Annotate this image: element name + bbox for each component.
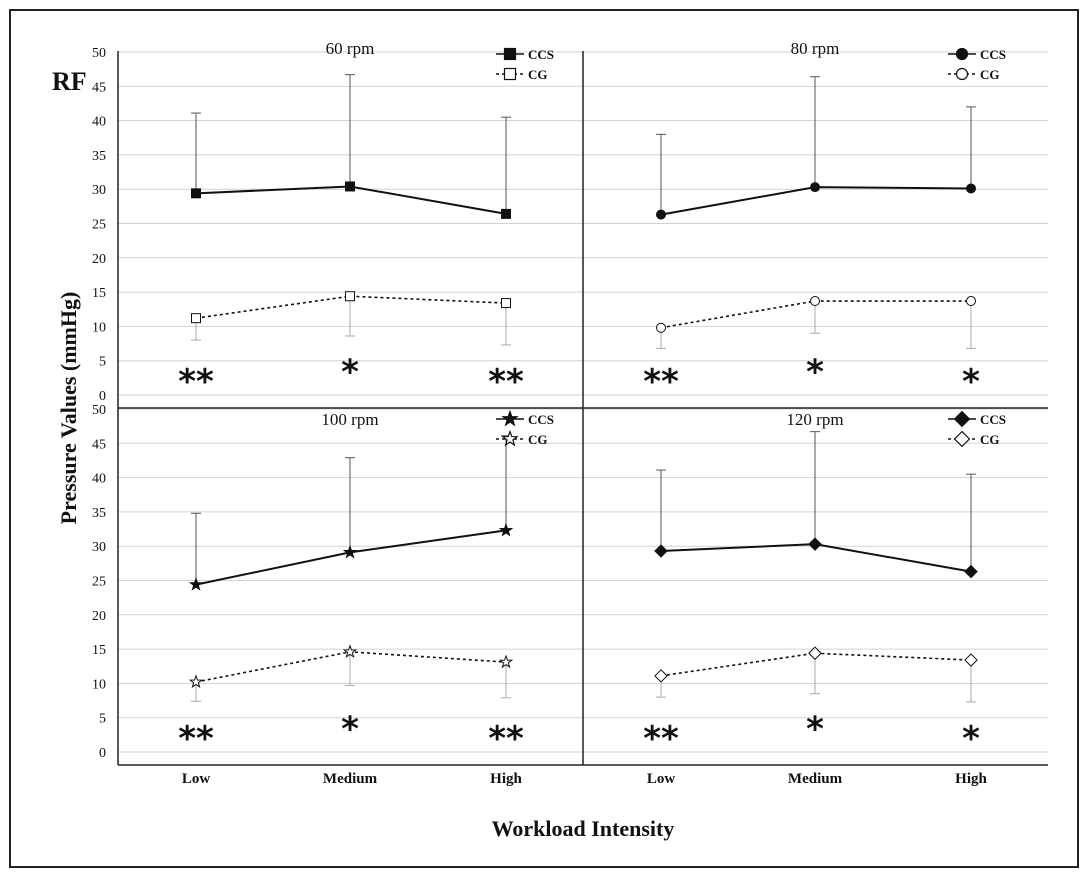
y-tick-label: 50	[92, 403, 106, 418]
data-point-ccs	[501, 208, 511, 219]
x-tick-label: Low	[182, 771, 211, 787]
significance-marker: **	[488, 719, 524, 759]
data-point-cg	[498, 654, 514, 669]
significance-marker: *	[806, 353, 824, 393]
legend-label: CCS	[980, 412, 1006, 427]
data-point-cg	[345, 291, 355, 302]
data-point-cg	[501, 298, 511, 309]
y-tick-label: 45	[92, 80, 106, 95]
data-point-ccs	[656, 209, 666, 220]
y-tick-label: 40	[92, 115, 106, 130]
significance-marker: **	[488, 362, 524, 402]
significance-marker: **	[178, 719, 214, 759]
data-point-ccs	[498, 522, 514, 537]
significance-marker: *	[806, 710, 824, 750]
legend-label: CCS	[528, 47, 554, 62]
data-point-ccs	[966, 183, 976, 194]
x-tick-label: Medium	[323, 771, 378, 787]
y-tick-label: 15	[92, 286, 106, 301]
series-line-cg	[195, 295, 507, 319]
data-point-cg	[964, 653, 978, 667]
y-tick-label: 40	[92, 472, 106, 487]
legend-marker	[501, 409, 519, 427]
y-tick-label: 10	[92, 677, 106, 692]
data-point-ccs	[188, 577, 204, 591]
y-tick-label: 0	[99, 389, 106, 404]
x-tick-label: Low	[647, 771, 676, 787]
data-point-cg	[808, 646, 822, 660]
y-tick-label: 35	[92, 149, 106, 164]
legend-label: CG	[980, 67, 1000, 82]
data-point-ccs	[808, 537, 822, 551]
significance-marker: **	[643, 719, 679, 759]
significance-marker: **	[643, 362, 679, 402]
y-tick-label: 15	[92, 643, 106, 658]
panel-title: 100 rpm	[321, 410, 378, 429]
data-point-cg	[966, 296, 976, 307]
panel-title: 80 rpm	[791, 39, 840, 58]
y-tick-label: 30	[92, 540, 106, 555]
data-point-ccs	[342, 544, 358, 559]
y-tick-label: 10	[92, 320, 106, 335]
x-tick-label: Medium	[788, 771, 843, 787]
y-axis-title: Pressure Values (mmHg)	[56, 292, 81, 525]
legend-label: CG	[980, 432, 1000, 447]
y-tick-label: 0	[99, 746, 106, 761]
legend-marker	[955, 67, 969, 81]
x-tick-label: High	[955, 771, 987, 787]
y-tick-label: 45	[92, 437, 106, 452]
data-point-cg	[656, 322, 666, 333]
significance-marker: **	[178, 362, 214, 402]
legend-marker	[503, 67, 517, 81]
y-tick-label: 25	[92, 575, 106, 590]
x-tick-label: High	[490, 771, 522, 787]
legend-label: CCS	[980, 47, 1006, 62]
data-point-ccs	[345, 181, 355, 192]
panel-title: 60 rpm	[326, 39, 375, 58]
y-tick-label: 5	[99, 712, 106, 727]
y-tick-label: 30	[92, 183, 106, 198]
data-point-cg	[654, 669, 668, 683]
data-point-ccs	[654, 544, 668, 558]
legend-marker	[953, 430, 971, 448]
y-tick-label: 5	[99, 355, 106, 370]
legend-label: CG	[528, 67, 548, 82]
data-point-cg	[191, 313, 201, 324]
y-tick-label: 35	[92, 506, 106, 521]
data-point-cg	[810, 296, 820, 307]
figure-border	[9, 9, 1079, 868]
panel-tag: RF	[52, 67, 87, 96]
y-tick-label: 25	[92, 218, 106, 233]
legend-marker	[503, 47, 517, 61]
data-point-ccs	[810, 182, 820, 193]
data-point-cg	[342, 644, 358, 658]
legend-label: CCS	[528, 412, 554, 427]
data-point-ccs	[964, 564, 978, 579]
series-line-cg	[660, 652, 972, 677]
y-tick-label: 50	[92, 46, 106, 61]
significance-marker: *	[341, 710, 359, 750]
data-point-ccs	[191, 188, 201, 199]
legend-marker	[953, 410, 971, 428]
legend-label: CG	[528, 432, 548, 447]
data-point-cg	[188, 674, 204, 689]
legend-marker	[955, 47, 969, 61]
significance-marker: *	[962, 719, 980, 759]
significance-marker: *	[962, 362, 980, 402]
y-tick-label: 20	[92, 252, 106, 267]
significance-marker: *	[341, 353, 359, 393]
x-axis-title: Workload Intensity	[492, 816, 675, 841]
panel-title: 120 rpm	[786, 410, 843, 429]
legend-marker	[501, 429, 519, 447]
y-tick-label: 20	[92, 609, 106, 624]
